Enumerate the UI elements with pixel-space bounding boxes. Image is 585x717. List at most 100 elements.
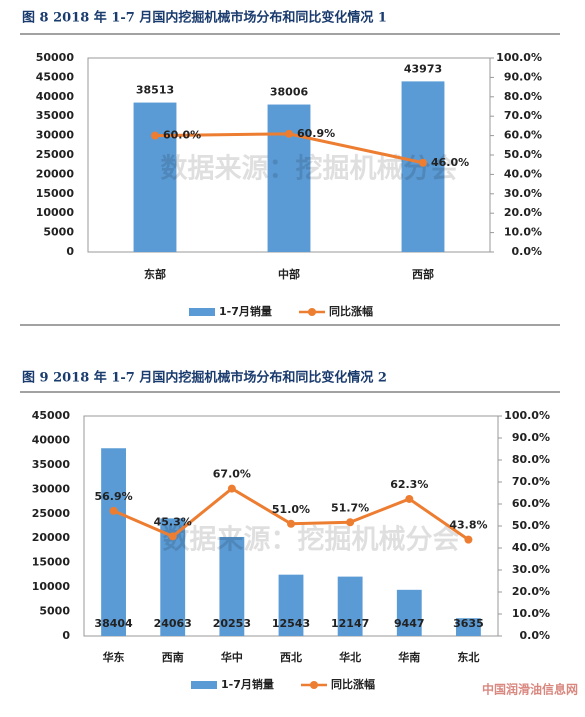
legend-label: 同比涨幅 xyxy=(329,304,373,318)
line-value-label: 43.8% xyxy=(449,519,487,532)
bar-value-label: 12147 xyxy=(331,617,369,630)
line-value-label: 46.0% xyxy=(431,156,469,169)
y-tick-label: 40000 xyxy=(36,90,75,103)
y-tick-label: 10000 xyxy=(36,206,75,219)
y2-tick-label: 90.0% xyxy=(504,70,542,83)
y-tick-label: 30000 xyxy=(36,129,75,142)
y-tick-label: 35000 xyxy=(32,458,71,471)
y-tick-label: 20000 xyxy=(32,531,71,544)
y2-tick-label: 10.0% xyxy=(512,607,550,620)
line-value-label: 60.0% xyxy=(163,129,201,142)
y2-tick-label: 50.0% xyxy=(512,519,550,532)
line-value-label: 67.0% xyxy=(213,468,251,481)
line-value-label: 60.9% xyxy=(297,127,335,140)
y-tick-label: 5000 xyxy=(39,605,70,618)
y-tick-label: 0 xyxy=(62,629,70,642)
x-tick-label: 华北 xyxy=(339,650,361,664)
y-tick-label: 15000 xyxy=(36,187,75,200)
line-marker xyxy=(464,535,473,544)
bar xyxy=(267,104,311,253)
x-tick-label: 华南 xyxy=(398,650,420,664)
x-tick-label: 中部 xyxy=(278,267,300,281)
x-tick-label: 东部 xyxy=(144,267,166,281)
y2-tick-label: 50.0% xyxy=(504,148,542,161)
chart-title: 图 8 2018 年 1-7 月国内挖掘机械市场分布和同比变化情况 1 xyxy=(22,10,387,26)
y2-tick-label: 30.0% xyxy=(512,563,550,576)
legend-swatch xyxy=(189,308,215,316)
bar-value-label: 9447 xyxy=(394,617,425,630)
y-tick-label: 10000 xyxy=(32,580,71,593)
y2-tick-label: 80.0% xyxy=(504,90,542,103)
chart-title: 图 9 2018 年 1-7 月国内挖掘机械市场分布和同比变化情况 2 xyxy=(22,370,387,386)
y2-tick-label: 100.0% xyxy=(496,51,542,64)
y2-tick-label: 80.0% xyxy=(512,453,550,466)
y2-tick-label: 100.0% xyxy=(504,409,550,422)
logo: 中国润滑油信息网 xyxy=(482,682,578,697)
line-marker xyxy=(168,532,177,541)
bar-value-label: 43973 xyxy=(404,62,442,75)
y-tick-label: 30000 xyxy=(32,482,71,495)
bar xyxy=(456,618,481,636)
bar xyxy=(133,102,177,253)
x-tick-label: 华东 xyxy=(103,650,125,664)
y2-tick-label: 0.0% xyxy=(519,629,550,642)
y2-tick-label: 60.0% xyxy=(512,497,550,510)
y2-tick-label: 40.0% xyxy=(512,541,550,554)
y2-tick-label: 70.0% xyxy=(512,475,550,488)
legend-swatch xyxy=(191,681,217,689)
bar-value-label: 12543 xyxy=(272,617,310,630)
line-value-label: 45.3% xyxy=(154,515,192,528)
line-marker xyxy=(405,494,414,503)
bar-value-label: 38513 xyxy=(136,84,174,97)
line-value-label: 51.0% xyxy=(272,503,310,516)
bar xyxy=(101,448,126,636)
y2-tick-label: 60.0% xyxy=(504,129,542,142)
x-tick-label: 东北 xyxy=(457,650,479,664)
y-tick-label: 25000 xyxy=(36,148,75,161)
watermark: 数据来源：挖掘机械分会 xyxy=(161,153,458,185)
line-marker xyxy=(419,158,427,167)
legend-label: 1-7月销量 xyxy=(219,304,272,318)
line-marker xyxy=(151,131,159,140)
bar-value-label: 38006 xyxy=(270,86,309,99)
line-marker xyxy=(227,484,236,493)
x-tick-label: 西南 xyxy=(162,650,184,664)
y2-tick-label: 70.0% xyxy=(504,109,542,122)
line-marker xyxy=(287,519,295,528)
y2-tick-label: 10.0% xyxy=(504,226,542,239)
legend-marker xyxy=(308,308,316,316)
y-tick-label: 0 xyxy=(66,245,74,258)
y2-tick-label: 40.0% xyxy=(504,167,542,180)
line-marker xyxy=(285,129,293,138)
y2-tick-label: 20.0% xyxy=(512,585,550,598)
line-value-label: 62.3% xyxy=(390,478,428,491)
bar-value-label: 3635 xyxy=(453,617,484,630)
y-tick-label: 20000 xyxy=(36,167,75,180)
y-tick-label: 45000 xyxy=(32,409,71,422)
y2-tick-label: 30.0% xyxy=(504,187,542,200)
x-tick-label: 西部 xyxy=(412,267,434,281)
y-tick-label: 35000 xyxy=(36,109,75,122)
bar-value-label: 20253 xyxy=(213,617,251,630)
y-tick-label: 15000 xyxy=(32,556,71,569)
legend-marker xyxy=(310,681,318,689)
line-value-label: 56.9% xyxy=(94,490,132,503)
y-tick-label: 5000 xyxy=(43,226,74,239)
y-tick-label: 45000 xyxy=(36,70,75,83)
y2-tick-label: 20.0% xyxy=(504,206,542,219)
bar xyxy=(219,536,245,636)
line-value-label: 51.7% xyxy=(331,501,369,514)
y2-tick-label: 90.0% xyxy=(512,431,550,444)
bar-value-label: 38404 xyxy=(94,617,133,630)
legend-label: 1-7月销量 xyxy=(221,677,274,691)
line-marker xyxy=(109,506,118,515)
y-tick-label: 50000 xyxy=(36,51,75,64)
legend-label: 同比涨幅 xyxy=(331,677,375,691)
y-tick-label: 40000 xyxy=(32,433,71,446)
bar xyxy=(396,589,422,636)
bar xyxy=(337,576,363,636)
bar xyxy=(278,574,304,636)
watermark: 数据来源：挖掘机械分会 xyxy=(163,524,460,556)
line-marker xyxy=(346,518,355,527)
